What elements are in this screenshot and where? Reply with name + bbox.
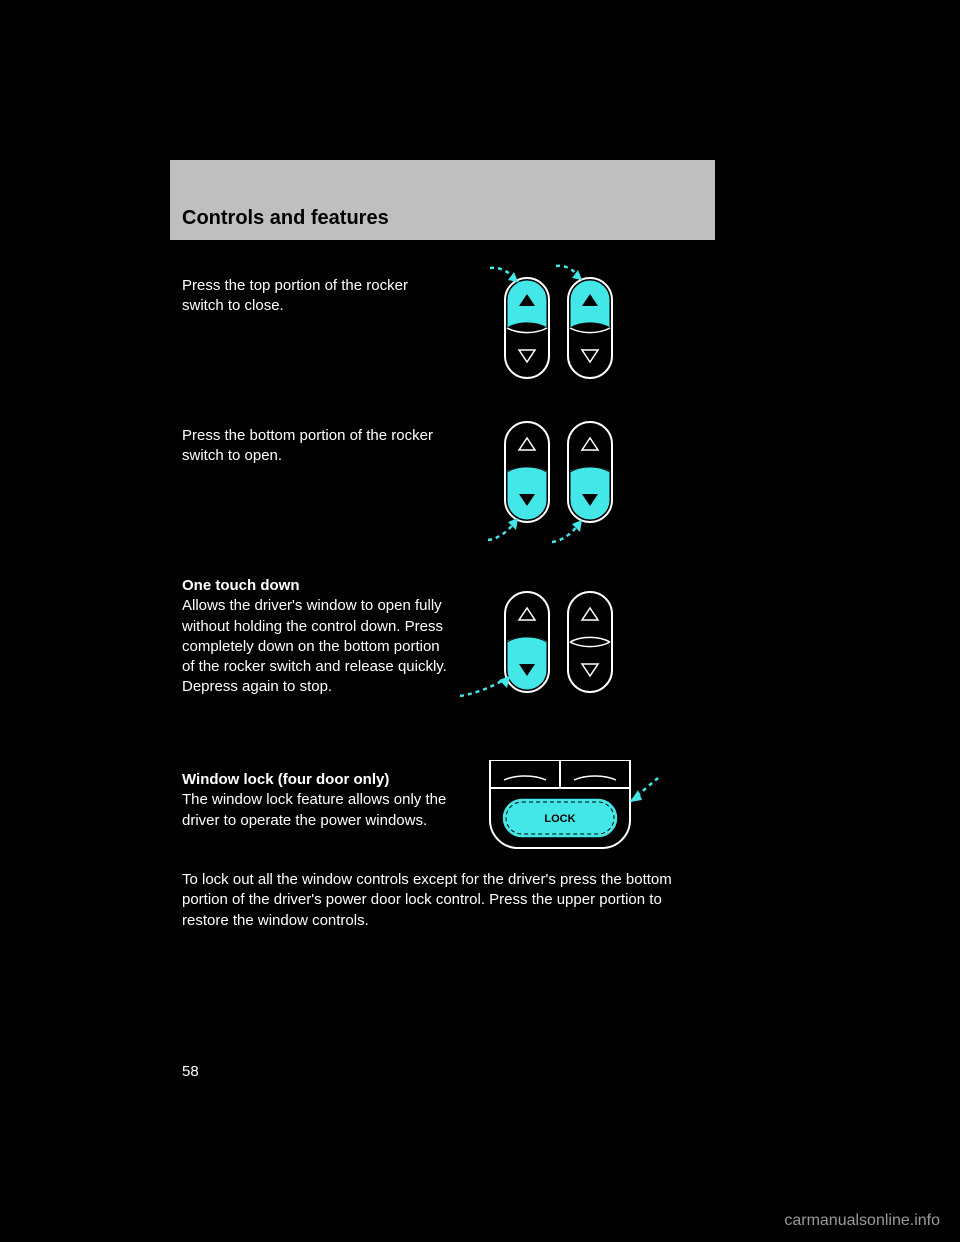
lock-section-2: To lock out all the window controls exce…: [182, 870, 682, 931]
diagram-one-touch: [460, 580, 650, 730]
page-content: Press the top portion of the rocker swit…: [170, 240, 715, 1040]
lock-label: LOCK: [544, 813, 575, 825]
watermark: carmanualsonline.info: [784, 1212, 940, 1230]
lock-title: Window lock (four door only): [182, 771, 389, 788]
diagram-windows-close: [470, 260, 650, 400]
paragraph-open: Press the bottom portion of the rocker s…: [182, 426, 442, 467]
page-number: 58: [182, 1063, 199, 1080]
lock-body1: The window lock feature allows only the …: [182, 791, 446, 828]
one-touch-title: One touch down: [182, 577, 300, 594]
diagram-lock-button: LOCK: [470, 760, 670, 870]
lock-section: Window lock (four door only) The window …: [182, 770, 447, 831]
diagram-windows-open: [470, 410, 650, 560]
section-header: Controls and features: [170, 160, 715, 240]
manual-page: Controls and features Press the top port…: [170, 160, 715, 1040]
one-touch-section: One touch down Allows the driver's windo…: [182, 576, 447, 698]
lock-body2: To lock out all the window controls exce…: [182, 871, 672, 929]
header-title: Controls and features: [182, 207, 389, 230]
paragraph-close: Press the top portion of the rocker swit…: [182, 276, 442, 317]
one-touch-body: Allows the driver's window to open fully…: [182, 597, 447, 695]
text-open: Press the bottom portion of the rocker s…: [182, 427, 433, 464]
text-intro: Press the top portion of the rocker swit…: [182, 277, 408, 314]
